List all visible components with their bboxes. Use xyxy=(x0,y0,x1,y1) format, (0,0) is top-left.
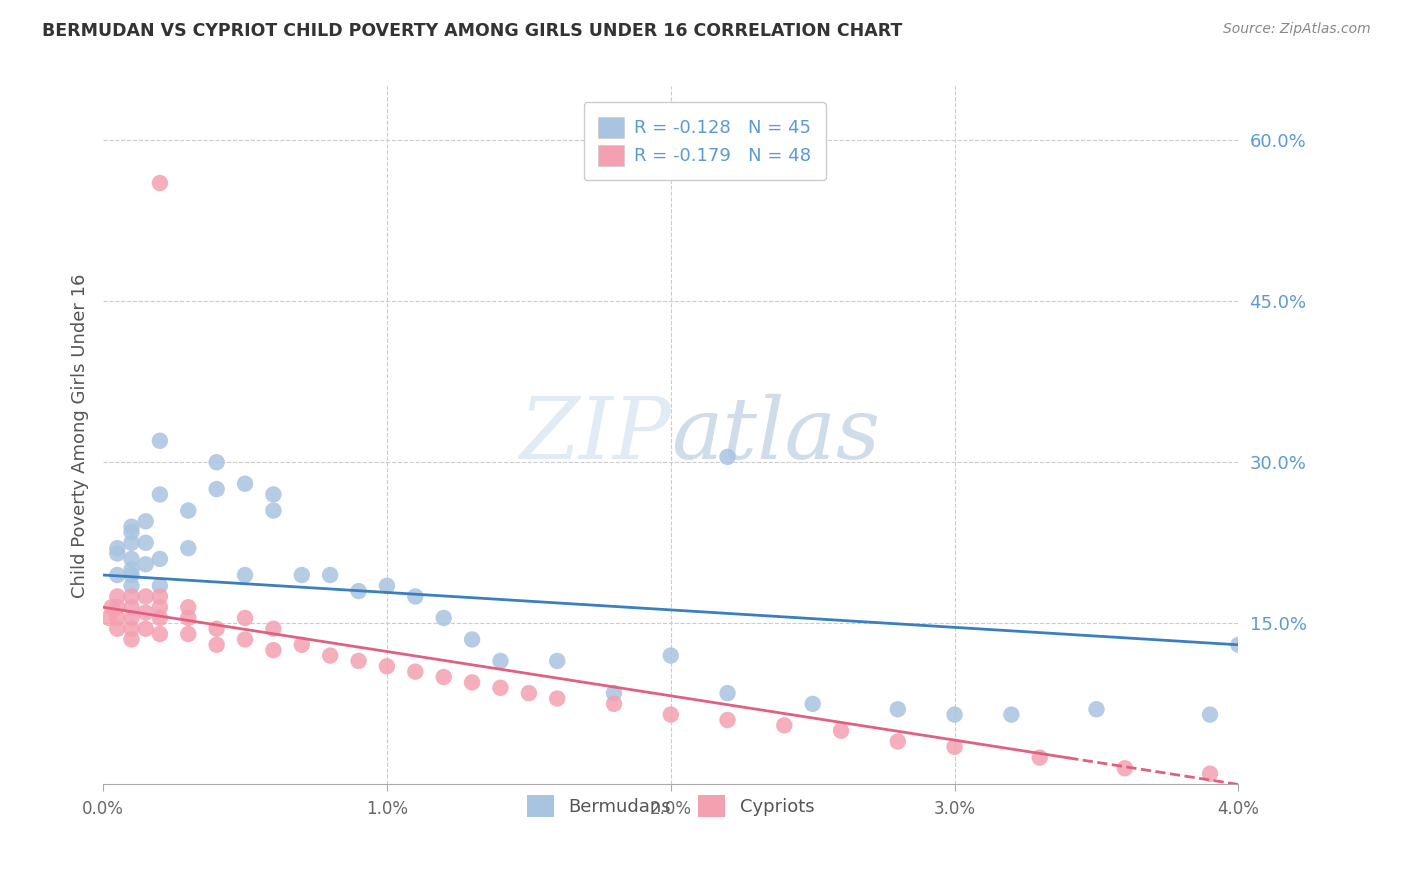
Point xyxy=(716,713,738,727)
Point xyxy=(319,568,342,582)
Point xyxy=(433,670,456,684)
Point xyxy=(233,632,256,647)
Point xyxy=(1114,761,1136,775)
Point xyxy=(177,611,200,625)
Y-axis label: Child Poverty Among Girls Under 16: Child Poverty Among Girls Under 16 xyxy=(72,273,89,598)
Point xyxy=(375,659,398,673)
Point xyxy=(716,450,738,464)
Point xyxy=(233,476,256,491)
Point xyxy=(347,584,370,599)
Point xyxy=(205,638,228,652)
Point xyxy=(291,638,314,652)
Point xyxy=(135,606,157,620)
Point xyxy=(546,691,568,706)
Point xyxy=(149,552,172,566)
Point xyxy=(177,503,200,517)
Text: BERMUDAN VS CYPRIOT CHILD POVERTY AMONG GIRLS UNDER 16 CORRELATION CHART: BERMUDAN VS CYPRIOT CHILD POVERTY AMONG … xyxy=(42,22,903,40)
Point xyxy=(489,654,512,668)
Point xyxy=(121,552,143,566)
Point xyxy=(716,686,738,700)
Point xyxy=(1085,702,1108,716)
Point xyxy=(205,455,228,469)
Point xyxy=(135,590,157,604)
Point xyxy=(149,487,172,501)
Point xyxy=(105,541,128,556)
Point xyxy=(546,654,568,668)
Point xyxy=(830,723,852,738)
Point xyxy=(801,697,824,711)
Point xyxy=(404,665,426,679)
Point xyxy=(177,600,200,615)
Point xyxy=(105,600,128,615)
Point xyxy=(603,686,626,700)
Legend: Bermudans, Cypriots: Bermudans, Cypriots xyxy=(520,788,821,824)
Point xyxy=(121,524,143,539)
Point xyxy=(105,547,128,561)
Point xyxy=(205,482,228,496)
Point xyxy=(135,536,157,550)
Point xyxy=(149,600,172,615)
Point xyxy=(135,622,157,636)
Point xyxy=(105,622,128,636)
Point xyxy=(404,590,426,604)
Point xyxy=(149,590,172,604)
Point xyxy=(121,611,143,625)
Point xyxy=(149,611,172,625)
Point xyxy=(121,622,143,636)
Point xyxy=(262,643,284,657)
Point xyxy=(105,590,128,604)
Point xyxy=(121,536,143,550)
Point xyxy=(489,681,512,695)
Point xyxy=(149,176,172,190)
Point xyxy=(97,611,120,625)
Point xyxy=(659,707,682,722)
Point xyxy=(887,702,910,716)
Point xyxy=(887,734,910,748)
Point xyxy=(1199,707,1222,722)
Point xyxy=(943,707,966,722)
Point xyxy=(375,579,398,593)
Point xyxy=(1028,750,1050,764)
Point xyxy=(121,590,143,604)
Point xyxy=(262,622,284,636)
Point xyxy=(105,611,128,625)
Point xyxy=(121,568,143,582)
Point xyxy=(262,503,284,517)
Point xyxy=(233,611,256,625)
Point xyxy=(1199,766,1222,780)
Point xyxy=(121,519,143,533)
Point xyxy=(121,563,143,577)
Point xyxy=(121,600,143,615)
Text: Source: ZipAtlas.com: Source: ZipAtlas.com xyxy=(1223,22,1371,37)
Point xyxy=(177,627,200,641)
Point xyxy=(121,579,143,593)
Point xyxy=(943,739,966,754)
Point xyxy=(121,632,143,647)
Point xyxy=(461,632,484,647)
Point xyxy=(100,600,122,615)
Point xyxy=(461,675,484,690)
Point xyxy=(433,611,456,625)
Point xyxy=(262,487,284,501)
Point xyxy=(135,558,157,572)
Point xyxy=(105,568,128,582)
Point xyxy=(347,654,370,668)
Point xyxy=(1227,638,1250,652)
Point xyxy=(205,622,228,636)
Point xyxy=(149,434,172,448)
Point xyxy=(517,686,540,700)
Point xyxy=(773,718,796,732)
Point xyxy=(659,648,682,663)
Point xyxy=(319,648,342,663)
Point xyxy=(149,627,172,641)
Point xyxy=(233,568,256,582)
Point xyxy=(149,579,172,593)
Text: ZIP: ZIP xyxy=(519,394,671,476)
Point xyxy=(177,541,200,556)
Point xyxy=(135,514,157,528)
Point xyxy=(1000,707,1022,722)
Point xyxy=(603,697,626,711)
Point xyxy=(291,568,314,582)
Text: atlas: atlas xyxy=(671,394,880,476)
